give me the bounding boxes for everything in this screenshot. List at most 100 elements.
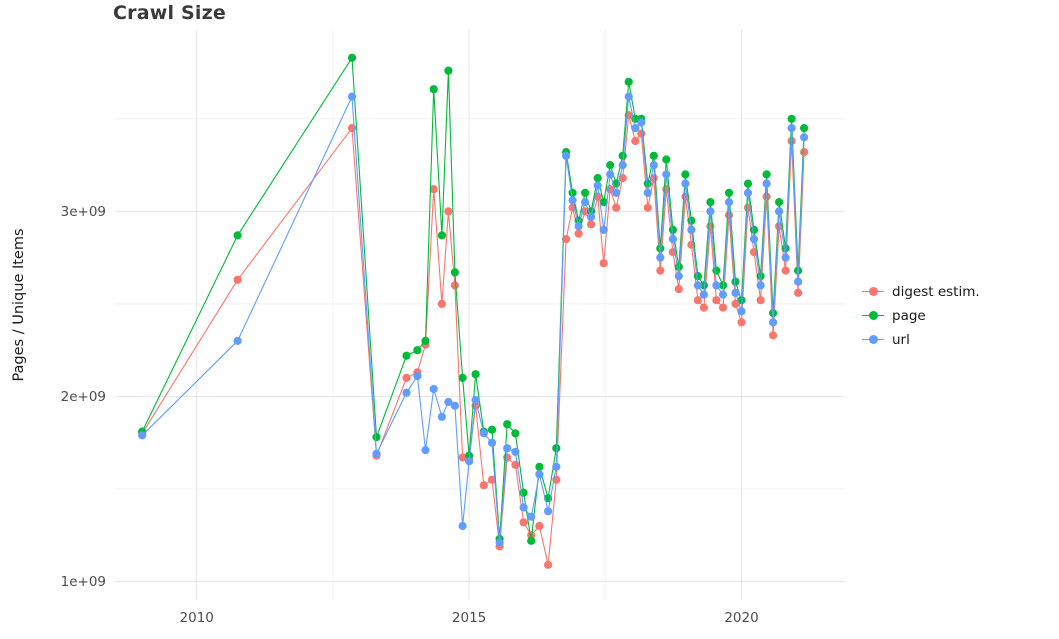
series-url-point [775,207,784,216]
series-page-point [656,244,665,253]
series-url-point [762,179,771,188]
series-digest-estim-point [612,203,621,212]
series-digest-estim-point [762,192,771,201]
series-url-point [465,457,474,466]
series-page-point [687,216,696,225]
series-url-point [471,396,480,405]
series-page-point [581,188,590,197]
series-url-point [574,222,583,231]
series-url-point [581,198,590,207]
series-digest-estim-point [674,285,683,294]
series-digest-estim-point [450,281,459,290]
series-page-point [712,266,721,275]
series-url-point [612,188,621,197]
series-digest-estim-point [233,275,242,284]
series-page-point [706,198,715,207]
series-url-point [718,290,728,299]
series-url-point [743,188,753,197]
series-url-point [687,225,696,234]
series-url-point [535,470,544,479]
series-digest-estim-point [479,481,488,490]
series-digest-estim-point [587,220,596,229]
series-page-point [599,198,608,207]
series-digest-estim-point [656,266,665,275]
series-page-point [762,170,771,179]
series-digest-estim-point [699,303,709,312]
series-digest-estim-point [519,518,528,527]
series-page-point [731,277,740,286]
series-url-point [458,521,467,531]
series-digest-estim-point [444,207,453,216]
x-tick-label: 2015 [452,610,486,626]
series-page-point [724,188,734,197]
series-url-point [233,336,242,345]
series-url-point [372,449,381,458]
series-url-point [649,161,658,170]
legend-key-page-icon [862,309,884,323]
series-digest-estim-point [794,288,803,297]
series-url-point [693,281,703,290]
series-url-point [631,124,640,133]
series-page-point [429,85,438,94]
series-page-point [606,161,615,170]
y-tick-label: 2e+09 [61,389,106,405]
series-url-point [769,318,778,327]
series-url-point [479,429,488,438]
series-page-point [593,174,602,183]
series-page-point [450,268,459,277]
series-url-point [347,92,357,101]
legend-key-url-icon [862,333,884,347]
series-url-point [643,188,652,197]
legend-label-url: url [892,331,910,348]
y-tick-label: 3e+09 [61,204,106,220]
series-url-point [587,212,596,221]
series-page-point [503,420,512,429]
series-page-point [437,231,446,240]
series-url-point [568,196,577,205]
series-url-point [712,281,721,290]
series-url-point [562,151,571,160]
legend-label-page: page [892,307,926,324]
chart-title: Crawl Size [113,2,226,24]
series-url-point [503,444,512,453]
series-url-point [794,277,803,286]
series-url-point [413,372,422,381]
series-digest-estim-point [643,203,652,212]
series-url-point [681,179,690,188]
series-url-point [511,447,520,456]
series-url-line [141,94,805,543]
series-url-point [706,207,715,216]
series-page-point [421,336,430,345]
series-page-point [511,429,520,438]
series-url-point [450,401,459,410]
legend-item-digest-estim: digest estim. [862,283,980,300]
legend-label-digest-estim: digest estim. [892,283,980,300]
series-url-point [787,124,796,133]
series-url-point [421,446,430,455]
series-page-point [618,151,627,160]
series-url-point [674,272,683,281]
series-page-point [444,66,453,75]
series-page-point [402,351,411,360]
series-page-point [649,151,658,160]
series-url-point [800,133,809,142]
series-page-point [347,53,357,62]
series-url-point [444,397,453,407]
series-digest-estim-point [437,299,446,308]
series-digest-estim-point [631,136,640,146]
series-page-point [527,536,536,545]
series-page-point [775,198,784,207]
series-page-point [458,373,467,382]
series-url-point [731,288,740,297]
series-url-point [662,170,671,179]
series-page-point [668,225,678,234]
series-digest-estim-point [458,453,467,462]
series-url-point [544,507,553,516]
series-page-point [737,296,746,305]
series-page-point [800,124,809,133]
series-digest-estim-point [712,296,721,305]
series-url-point [519,503,528,512]
series-url-point [495,538,504,547]
series-url-point [737,307,746,316]
